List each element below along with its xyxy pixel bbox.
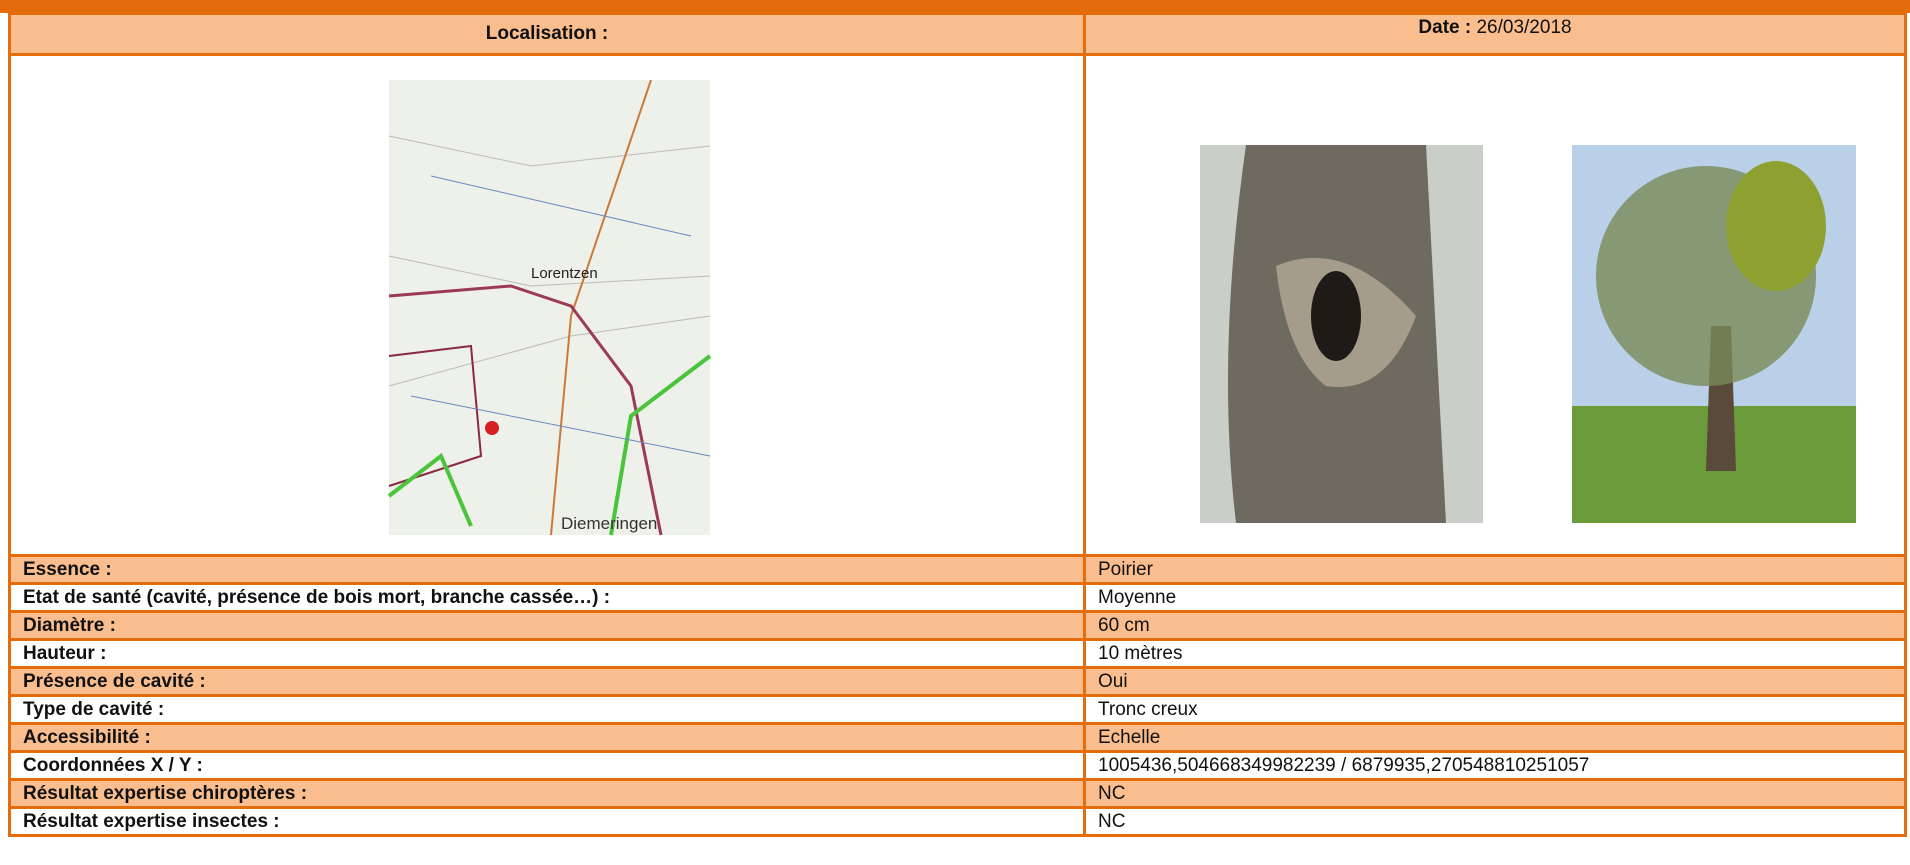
row-value: NC xyxy=(1083,778,1907,809)
row-label: Résultat expertise insectes : xyxy=(8,806,1086,837)
row-value: Moyenne xyxy=(1083,582,1907,613)
photos xyxy=(1200,145,1856,523)
map-image: Lorentzen Diemeringen xyxy=(387,79,712,536)
row-label: Présence de cavité : xyxy=(8,666,1086,697)
location-cell: Localisation : xyxy=(8,12,1086,56)
info-row: Coordonnées X / Y :1005436,5046683499822… xyxy=(8,750,1907,781)
row-label: Accessibilité : xyxy=(8,722,1086,753)
row-value: 10 mètres xyxy=(1083,638,1907,669)
info-row: Résultat expertise chiroptères : NC xyxy=(8,778,1907,809)
row-label: Diamètre : xyxy=(8,610,1086,641)
map-label: Diemeringen xyxy=(561,514,657,533)
map-label: Lorentzen xyxy=(531,265,598,282)
row-label: Etat de santé (cavité, présence de bois … xyxy=(8,582,1086,613)
row-label: Type de cavité : xyxy=(8,694,1086,725)
info-row: Résultat expertise insectes : NC xyxy=(8,806,1907,837)
row-value: Poirier xyxy=(1083,554,1907,585)
info-row: Présence de cavité : Oui xyxy=(8,666,1907,697)
info-row: Essence : Poirier xyxy=(8,554,1907,585)
row-value: NC xyxy=(1083,806,1907,837)
row-label: Résultat expertise chiroptères : xyxy=(8,778,1086,809)
row-value: Tronc creux xyxy=(1083,694,1907,725)
date: 26/03/2018 xyxy=(1476,17,1572,38)
map-cell: Lorentzen Diemeringen xyxy=(8,53,1086,557)
date-cell: Date : 26/03/2018 xyxy=(1083,12,1907,56)
info-row: Diamètre :60 cm xyxy=(8,610,1907,641)
row-value: Echelle xyxy=(1083,722,1907,753)
image-row: Lorentzen Diemeringen xyxy=(8,53,1907,557)
tree-sheet: Localisation : Date : 26/03/2018 Lorentz… xyxy=(8,12,1907,837)
row-value: Oui xyxy=(1083,666,1907,697)
info-row: Accessibilité : Echelle xyxy=(8,722,1907,753)
info-row: Type de cavité : Tronc creux xyxy=(8,694,1907,725)
row-value: 1005436,504668349982239 / 6879935,270548… xyxy=(1083,750,1907,781)
info-row: Etat de santé (cavité, présence de bois … xyxy=(8,582,1907,613)
row-label: Coordonnées X / Y : xyxy=(8,750,1086,781)
info-row: Hauteur :10 mètres xyxy=(8,638,1907,669)
row-value: 60 cm xyxy=(1083,610,1907,641)
date-label: Date : xyxy=(1418,17,1472,38)
photo-cell xyxy=(1083,53,1907,557)
header-row: Localisation : Date : 26/03/2018 xyxy=(8,12,1907,56)
location-label: Localisation : xyxy=(485,23,609,44)
row-label: Essence : xyxy=(8,554,1086,585)
row-label: Hauteur : xyxy=(8,638,1086,669)
top-band xyxy=(0,0,1910,13)
